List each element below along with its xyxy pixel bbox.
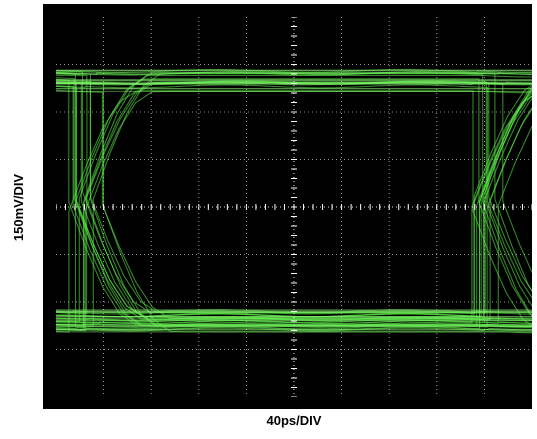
- eye-trace: [56, 86, 532, 330]
- eye-diagram-plot: [56, 17, 532, 397]
- eye-trace: [56, 80, 532, 85]
- eye-trace: [56, 90, 532, 333]
- eye-trace: [56, 106, 532, 321]
- eye-trace: [56, 319, 532, 324]
- eye-trace: [56, 72, 532, 328]
- eye-trace: [56, 72, 532, 331]
- eye-diagram-svg: [56, 17, 532, 397]
- x-axis-label: 40ps/DIV: [266, 413, 322, 428]
- y-axis-label: 150mV/DIV: [11, 173, 27, 241]
- eye-trace: [56, 84, 532, 299]
- eye-trace: [56, 74, 532, 323]
- eye-trace: [56, 70, 532, 314]
- y-axis-label-wrap: 150mV/DIV: [2, 17, 36, 397]
- eye-trace: [56, 72, 532, 327]
- eye-trace: [56, 79, 532, 315]
- eye-trace: [56, 89, 532, 318]
- eye-trace: [56, 71, 532, 318]
- eye-trace: [56, 90, 532, 332]
- eye-trace: [56, 78, 532, 326]
- eye-trace: [56, 84, 532, 315]
- eye-trace: [56, 81, 532, 320]
- eye-trace: [56, 80, 532, 85]
